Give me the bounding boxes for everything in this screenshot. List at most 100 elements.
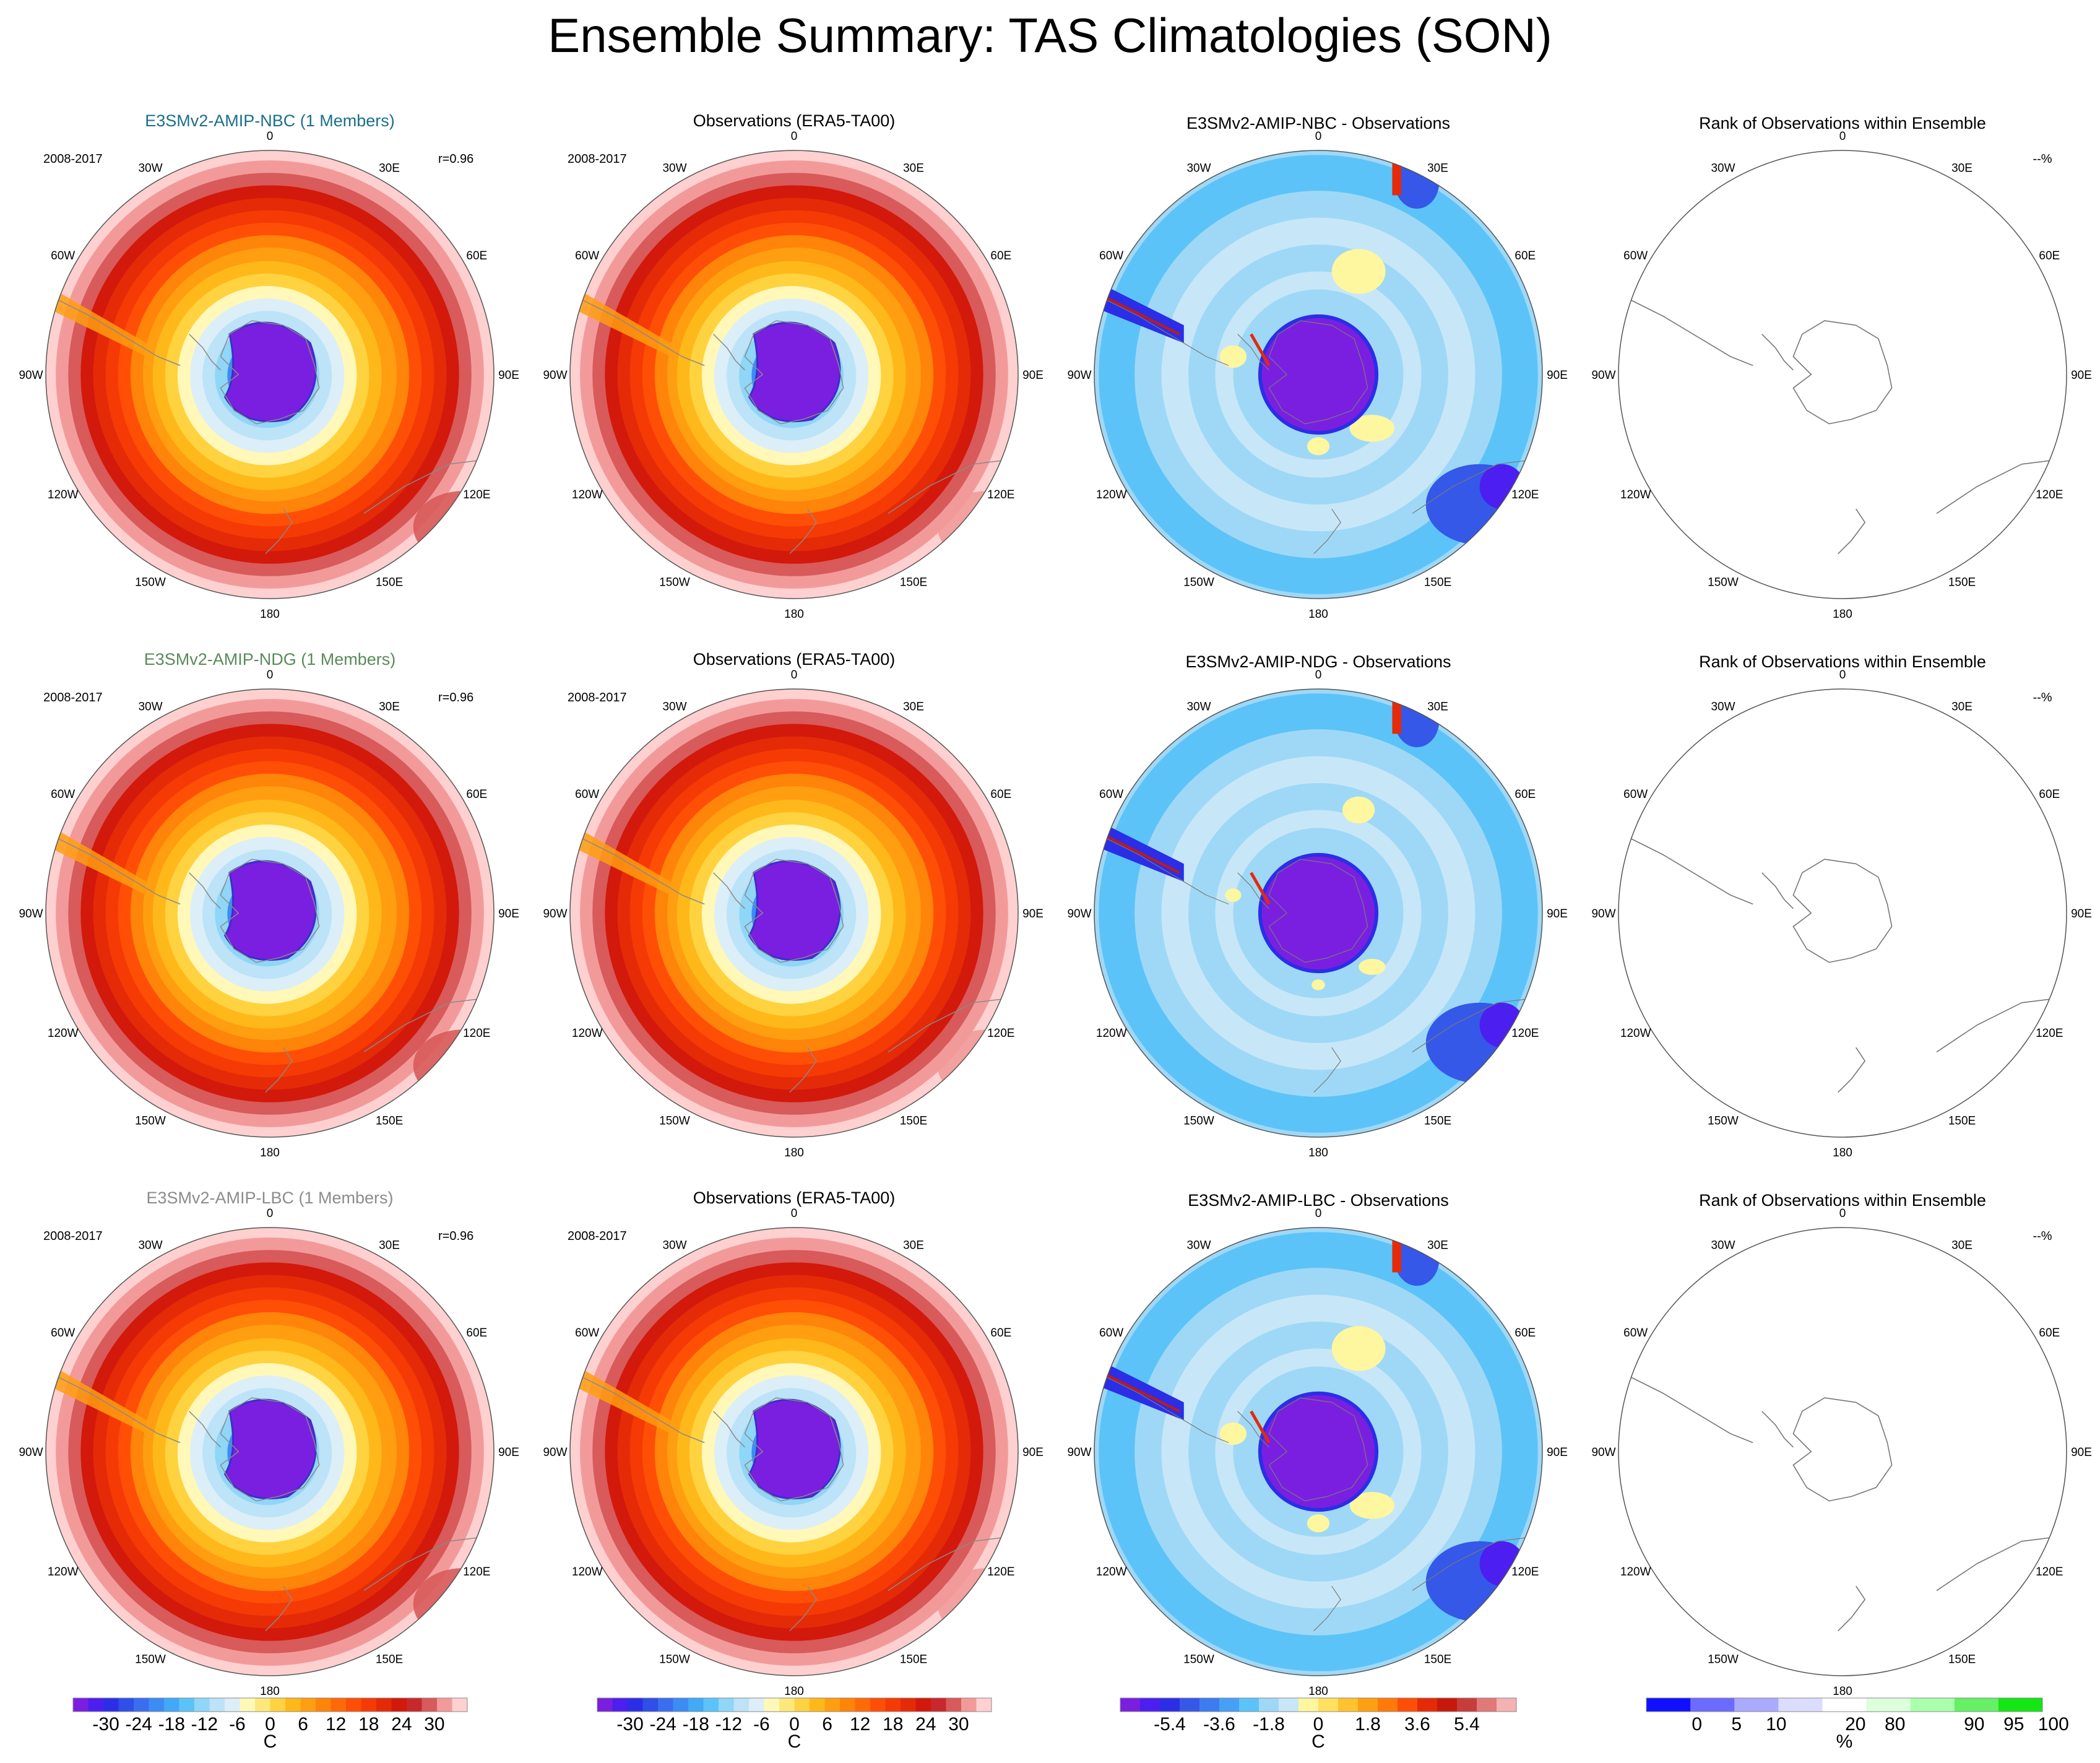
warm-anomaly <box>1307 437 1330 456</box>
map-field <box>46 689 494 1137</box>
warm-anomaly <box>1349 1492 1395 1519</box>
colorbar-tick-label: 12 <box>850 1714 870 1735</box>
map-field <box>570 689 1018 1137</box>
colorbar-swatch <box>300 1698 316 1712</box>
colorbar-swatch <box>1457 1698 1477 1712</box>
africa-warm-strip <box>1392 689 1401 734</box>
panel-title: E3SMv2-AMIP-NBC - Observations <box>1186 114 1450 132</box>
colorbar-swatch <box>628 1698 643 1712</box>
warm-anomaly <box>1331 249 1386 294</box>
coastline <box>1838 508 1865 555</box>
colorbar-swatch <box>1259 1698 1279 1712</box>
longitude-label: 150W <box>1183 576 1214 589</box>
longitude-label: 150W <box>659 576 690 589</box>
map-boundary <box>569 1227 1019 1676</box>
colorbar-frame <box>1120 1697 1517 1712</box>
colorbar-unit-label: % <box>1836 1731 1853 1752</box>
antarctica-coastline <box>1792 859 1893 963</box>
andes-anomaly <box>1094 280 1184 344</box>
warm-anomaly <box>1331 1326 1386 1371</box>
rank-percent-label: --% <box>2033 691 2052 704</box>
longitude-label: 180 <box>260 608 280 621</box>
colorbar-swatch <box>976 1698 992 1712</box>
colorbar-swatch <box>1160 1698 1180 1712</box>
longitude-label: 150E <box>900 1114 927 1127</box>
longitude-label: 150W <box>135 576 166 589</box>
colorbar-tick-label: 95 <box>2003 1714 2024 1735</box>
longitude-label: 30E <box>903 701 924 714</box>
page-title: Ensemble Summary: TAS Climatologies (SON… <box>548 8 1552 63</box>
antarctica-cold-region <box>223 1398 317 1500</box>
colorbar-swatch <box>1437 1698 1458 1712</box>
colorbar-swatch <box>164 1698 179 1712</box>
period-label: 2008-2017 <box>43 691 103 704</box>
longitude-label: 120E <box>987 1027 1014 1040</box>
longitude-label: 90E <box>2071 1446 2092 1459</box>
coastline <box>1618 831 1753 905</box>
colorbar-swatch <box>376 1698 392 1712</box>
warm-anomaly <box>1342 796 1375 824</box>
peninsula-anomaly <box>1250 333 1271 366</box>
longitude-label: 30W <box>138 1239 162 1252</box>
coastline <box>265 1585 293 1632</box>
longitude-label: 60E <box>1515 1327 1536 1340</box>
longitude-label: 30W <box>662 701 686 714</box>
longitude-label: 30W <box>1186 701 1211 714</box>
africa-warm-strip <box>1392 150 1401 196</box>
warm-anomaly <box>1311 979 1325 990</box>
panel-rank: Rank of Observations within Ensemble --% 0… <box>1591 652 2091 1159</box>
longitude-label: 60W <box>51 788 75 801</box>
longitude-label: 150W <box>135 1114 166 1127</box>
australia-warm-region <box>973 1613 1018 1649</box>
panel-observed-climatology: Observations (ERA5-TA00) 2008-2017 0 30E 60E… <box>543 111 1043 621</box>
colorbar-swatch <box>1998 1698 2043 1712</box>
coastline <box>46 832 181 905</box>
longitude-label: 180 <box>260 1146 280 1159</box>
colorbar-climatology-observed: -30 -24 -18 -12 -6 0 6 12 18 24 30 C <box>597 1697 992 1752</box>
colorbar-tick-label: 10 <box>1766 1714 1786 1735</box>
coastline <box>46 1371 181 1444</box>
colorbar-tick-label: 0 <box>265 1714 275 1735</box>
warm-anomaly <box>1307 1514 1330 1533</box>
coastline <box>1313 1585 1341 1632</box>
antarctica-cold-region <box>748 860 841 961</box>
antarctica-coastline <box>744 1397 844 1502</box>
colorbar-swatch <box>88 1698 104 1712</box>
longitude-label: 30W <box>1711 162 1735 175</box>
coastline <box>570 293 705 366</box>
colorbar-swatch <box>331 1698 347 1712</box>
australia-warm-region <box>449 535 494 572</box>
panel-title: E3SMv2-AMIP-LBC (1 Members) <box>146 1189 393 1207</box>
colorbar-swatch <box>1180 1698 1200 1712</box>
colorbar-unit-label: C <box>1311 1731 1325 1752</box>
longitude-label: 90W <box>1067 369 1091 382</box>
antarctica-coastline <box>220 859 320 963</box>
colorbar-swatch <box>749 1698 764 1712</box>
colorbar-swatch <box>179 1698 195 1712</box>
colorbar-swatch <box>73 1698 89 1712</box>
colorbar-swatch <box>346 1698 361 1712</box>
map-boundary <box>1618 1227 2067 1676</box>
panel-model-climatology: E3SMv2-AMIP-LBC (1 Members) 2008-2017 r=0.… <box>19 1189 519 1698</box>
panel-title: Rank of Observations within Ensemble <box>1699 114 1986 132</box>
coastline <box>1094 1371 1229 1444</box>
peninsula-anomaly <box>1250 872 1271 905</box>
longitude-label: 120W <box>48 488 79 501</box>
antarctica-cold-bias <box>1258 852 1379 974</box>
longitude-label: 60W <box>51 1327 75 1340</box>
longitude-label: 90E <box>2071 907 2092 920</box>
longitude-label: 30E <box>903 162 924 175</box>
coastline <box>1313 1047 1341 1093</box>
map-boundary <box>45 150 495 599</box>
panel-title: Observations (ERA5-TA00) <box>693 1189 896 1207</box>
coastline <box>1761 334 1794 371</box>
longitude-label: 60E <box>2039 1327 2060 1340</box>
antarctica-cold-bias <box>1258 1391 1379 1512</box>
panel-rank: Rank of Observations within Ensemble --% 0… <box>1591 1191 2091 1698</box>
correlation-label: r=0.96 <box>438 1229 473 1243</box>
colorbar-swatch <box>1646 1698 1691 1712</box>
colorbar-swatch <box>1822 1698 1867 1712</box>
longitude-label: 180 <box>260 1685 280 1698</box>
longitude-label: 90W <box>1067 1446 1091 1459</box>
colorbar-swatch <box>870 1698 886 1712</box>
